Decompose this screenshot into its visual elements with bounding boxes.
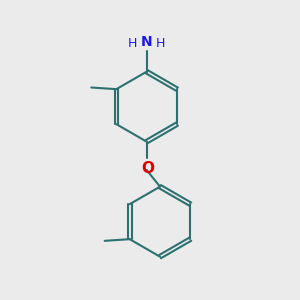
Text: H: H — [128, 37, 137, 50]
Text: N: N — [141, 35, 152, 49]
Text: O: O — [141, 161, 154, 176]
Text: H: H — [156, 37, 165, 50]
